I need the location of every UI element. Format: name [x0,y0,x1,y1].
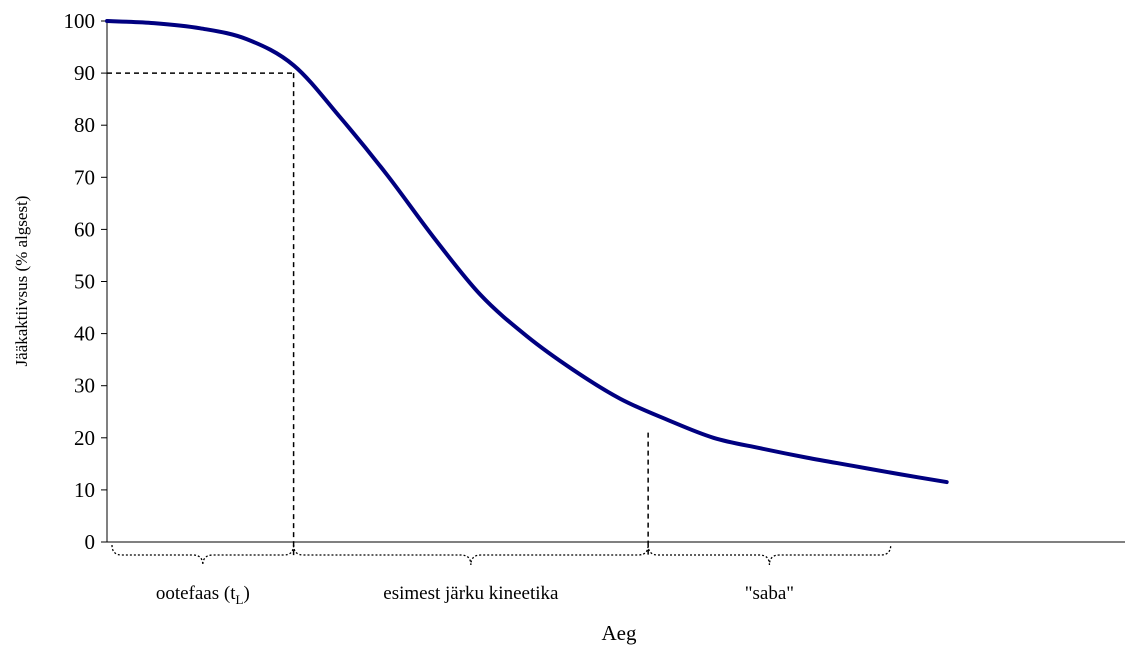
series-line [105,19,949,485]
y-tick-label: 100 [64,9,96,33]
y-tick-label: 80 [74,113,95,137]
y-tick-label: 70 [74,165,95,189]
y-tick-label: 20 [74,426,95,450]
y-tick-label: 40 [74,322,95,346]
y-axis-ticks: 0 10 20 30 40 50 60 70 80 90 100 [64,9,107,554]
y-tick-label: 0 [85,530,96,554]
x-axis-label: Aeg [602,621,637,645]
phase-braces [111,544,892,566]
y-tick-label: 10 [74,478,95,502]
y-axis-label: Jääkaktiivsus (% algsest) [12,196,31,367]
y-tick-label: 90 [74,61,95,85]
phase-brace [111,544,295,566]
phase-brace [292,544,649,566]
y-tick-label: 60 [74,217,95,241]
phase-labels: ootefaas (tL) esimest järku kineetika "sab… [156,583,794,607]
y-tick-label: 50 [74,270,95,294]
y-tick-label: 30 [74,374,95,398]
phase-label: "saba" [745,583,794,604]
phase-label: esimest järku kineetika [383,583,559,604]
reference-lines [107,72,649,556]
phase-label: ootefaas (tL) [156,583,250,607]
phase-brace [647,544,892,566]
